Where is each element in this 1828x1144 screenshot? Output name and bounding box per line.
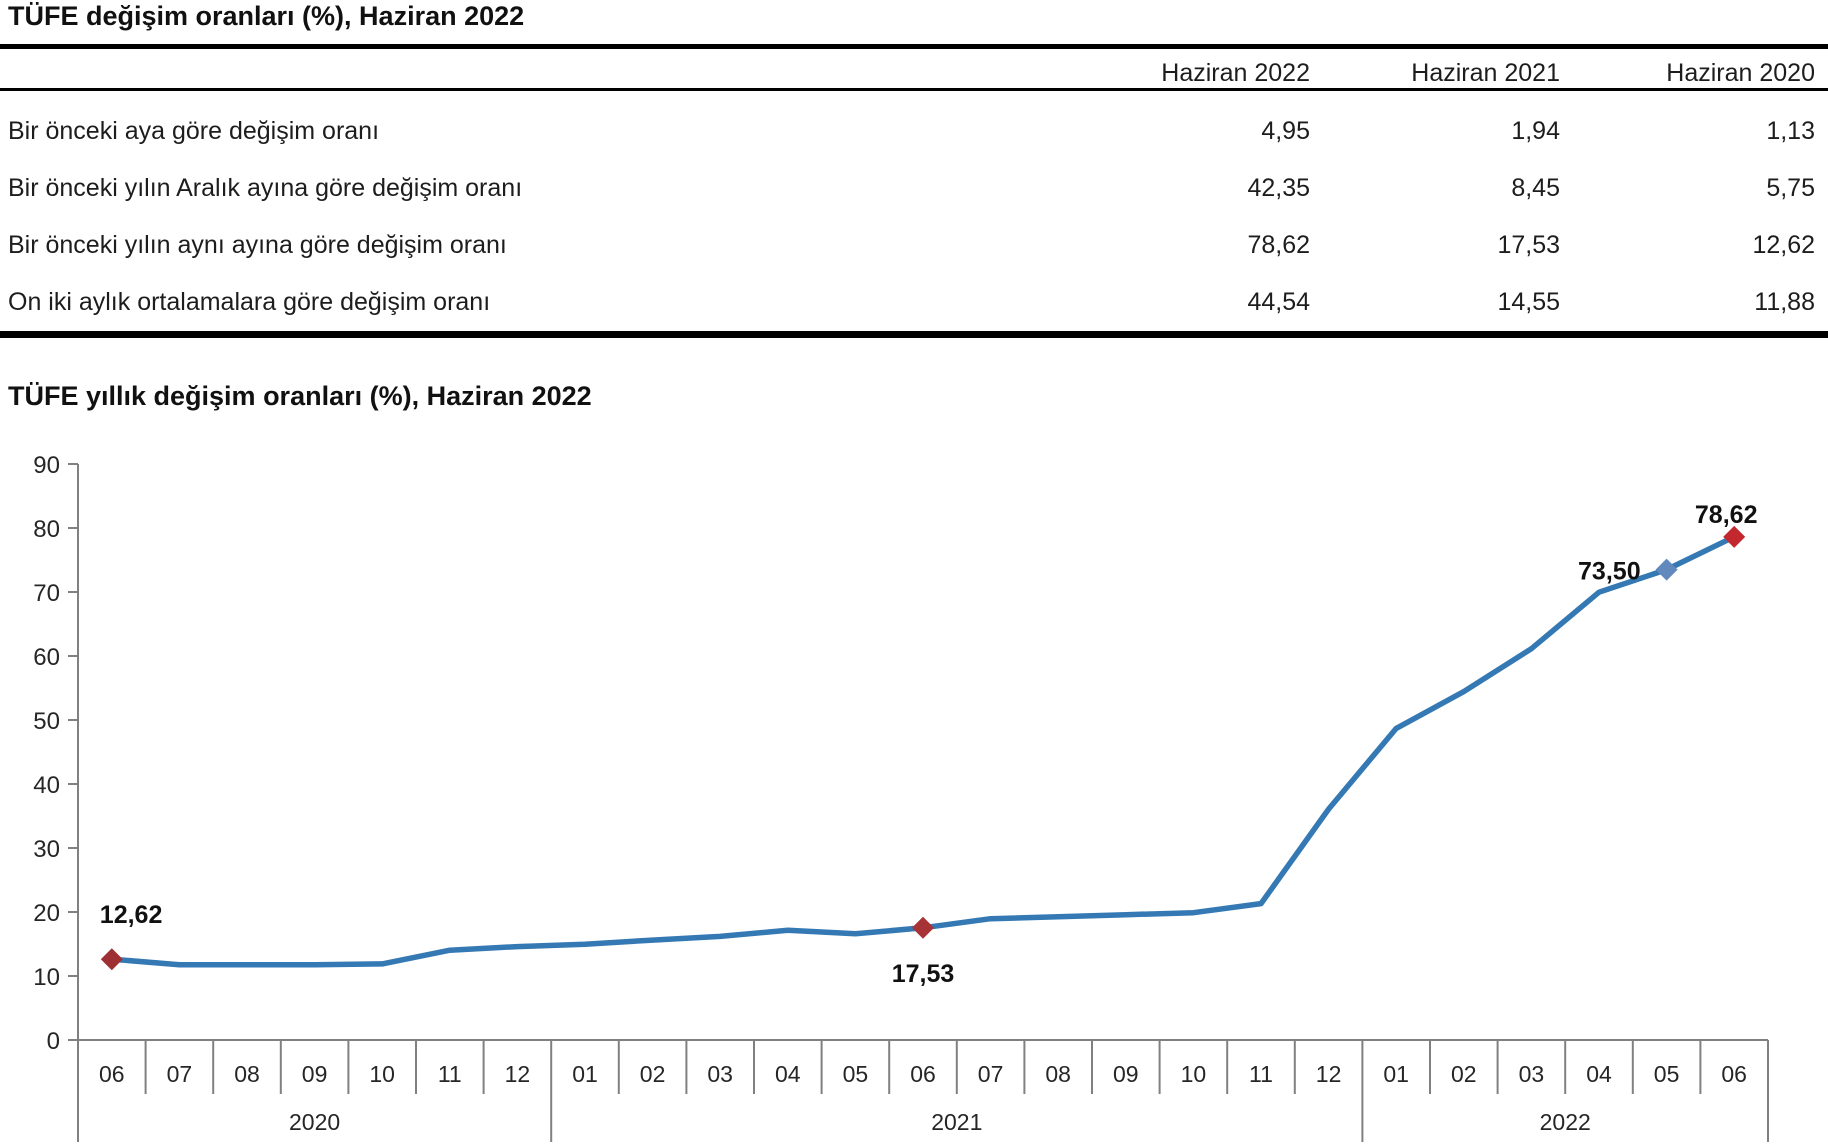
column-header-haziran-2022: Haziran 2022 [1161, 59, 1310, 87]
row-label: Bir önceki yılın aynı ayına göre değişim… [8, 231, 507, 259]
x-year-label: 2020 [289, 1109, 340, 1135]
cell-value: 12,62 [1752, 231, 1815, 259]
x-month-label: 09 [302, 1061, 328, 1087]
table-title: TÜFE değişim oranları (%), Haziran 2022 [8, 1, 525, 31]
x-month-label: 11 [438, 1061, 462, 1087]
x-month-label: 02 [640, 1061, 666, 1087]
row-label: On iki aylık ortalamalara göre değişim o… [8, 288, 491, 316]
x-month-label: 03 [707, 1061, 733, 1087]
header-divider [0, 88, 1828, 91]
x-month-label: 06 [1721, 1061, 1747, 1087]
table-body: Bir önceki aya göre değişim oranı 4,95 1,9… [0, 103, 1828, 331]
x-month-label: 05 [843, 1061, 869, 1087]
y-tick-label: 80 [33, 516, 60, 543]
x-month-label: 01 [572, 1061, 598, 1087]
cell-value: 42,35 [1247, 174, 1310, 202]
title-divider [0, 44, 1828, 49]
x-month-label: 05 [1654, 1061, 1680, 1087]
cell-value: 1,13 [1766, 117, 1815, 145]
y-tick-label: 60 [33, 644, 60, 671]
row-label: Bir önceki aya göre değişim oranı [8, 117, 380, 145]
x-month-label: 12 [1316, 1061, 1342, 1087]
x-month-label: 10 [1181, 1061, 1207, 1087]
x-month-label: 06 [910, 1061, 936, 1087]
y-tick-label: 30 [33, 836, 60, 863]
y-tick-label: 70 [33, 580, 60, 607]
cell-value: 8,45 [1511, 174, 1560, 202]
column-header-haziran-2020: Haziran 2020 [1666, 59, 1815, 87]
chart-title: TÜFE yıllık değişim oranları (%), Hazira… [8, 381, 592, 411]
cell-value: 14,55 [1497, 288, 1560, 316]
cell-value: 44,54 [1247, 288, 1310, 316]
x-month-label: 04 [775, 1061, 801, 1087]
x-month-label: 11 [1249, 1061, 1273, 1087]
x-month-label: 07 [167, 1061, 193, 1087]
data-point-label: 12,62 [100, 901, 163, 929]
x-month-label: 02 [1451, 1061, 1477, 1087]
cell-value: 1,94 [1511, 117, 1560, 145]
y-tick-label: 20 [33, 900, 60, 927]
table-row: Bir önceki yılın Aralık ayına göre değiş… [0, 160, 1828, 217]
x-month-label: 07 [978, 1061, 1004, 1087]
row-label: Bir önceki yılın Aralık ayına göre değiş… [8, 174, 523, 202]
x-month-label: 12 [505, 1061, 531, 1087]
x-month-label: 06 [99, 1061, 125, 1087]
cell-value: 17,53 [1497, 231, 1560, 259]
x-year-label: 2021 [931, 1109, 982, 1135]
x-month-label: 01 [1383, 1061, 1409, 1087]
x-month-label: 04 [1586, 1061, 1612, 1087]
y-tick-label: 0 [47, 1028, 60, 1055]
y-tick-label: 90 [33, 452, 60, 479]
cell-value: 5,75 [1766, 174, 1815, 202]
cpi-line [109, 534, 1737, 968]
data-point-marker [1655, 558, 1678, 581]
x-month-label: 03 [1519, 1061, 1545, 1087]
cell-value: 11,88 [1754, 288, 1815, 316]
data-point-label: 17,53 [892, 960, 955, 988]
table-row: Bir önceki aya göre değişim oranı 4,95 1,9… [0, 103, 1828, 160]
table-row: Bir önceki yılın aynı ayına göre değişim… [0, 217, 1828, 274]
y-tick-label: 50 [33, 708, 60, 735]
y-tick-label: 40 [33, 772, 60, 799]
x-month-label: 08 [1045, 1061, 1071, 1087]
cell-value: 4,95 [1261, 117, 1310, 145]
column-header-haziran-2021: Haziran 2021 [1411, 59, 1560, 87]
data-point-marker [1723, 525, 1746, 548]
cell-value: 78,62 [1247, 231, 1310, 259]
data-point-marker [100, 948, 123, 971]
x-month-label: 10 [369, 1061, 395, 1087]
data-point-label: 73,50 [1578, 558, 1641, 586]
y-tick-label: 10 [33, 964, 60, 991]
x-year-label: 2022 [1540, 1109, 1591, 1135]
data-point-marker [912, 916, 934, 939]
table-header-row: Haziran 2022 Haziran 2021 Haziran 2020 [0, 50, 1828, 91]
table-bottom-divider [0, 331, 1828, 338]
data-point-label: 78,62 [1695, 501, 1758, 529]
x-month-label: 08 [234, 1061, 260, 1087]
table-row: On iki aylık ortalamalara göre değişim o… [0, 274, 1828, 331]
x-month-label: 09 [1113, 1061, 1139, 1087]
